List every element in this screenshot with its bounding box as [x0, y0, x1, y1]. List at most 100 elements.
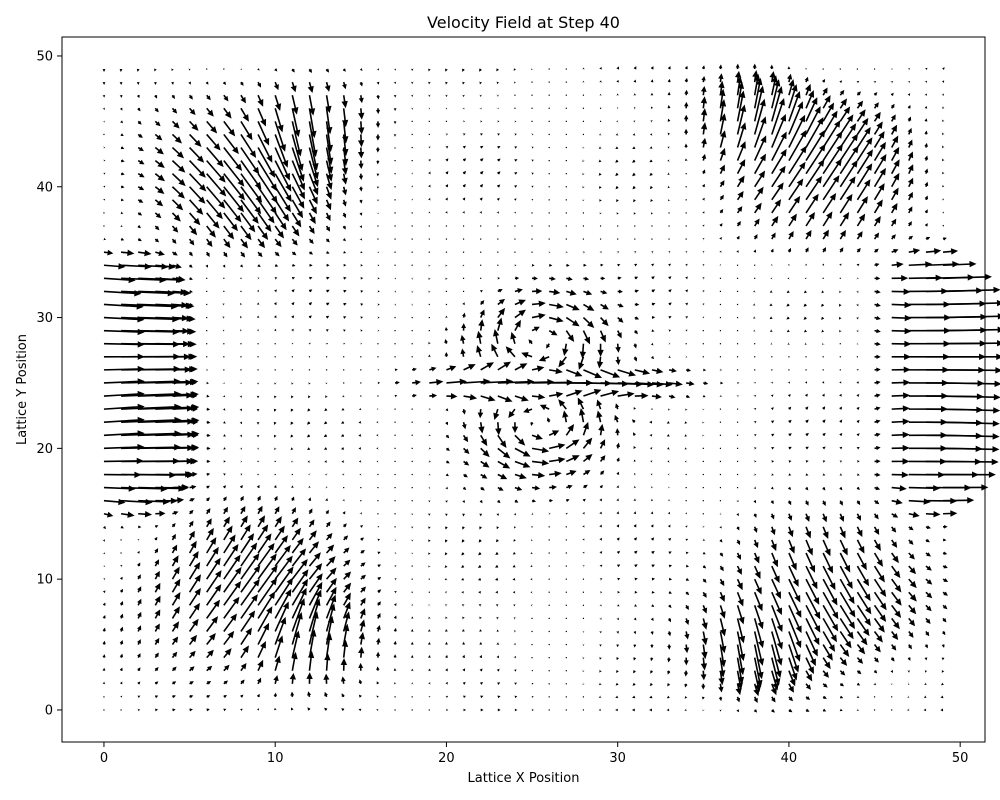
vector-arrow: [943, 433, 1000, 440]
vector-arrow: [223, 107, 232, 119]
vector-arrow: [890, 68, 893, 71]
vector-arrow: [171, 107, 178, 114]
vector-arrow: [171, 94, 175, 100]
vector-arrow: [223, 534, 236, 554]
vector-arrow: [839, 393, 842, 397]
vector-arrow: [649, 146, 653, 149]
vector-arrow: [788, 657, 798, 681]
vector-arrow: [769, 303, 773, 307]
vector-arrow: [325, 498, 328, 502]
vector-arrow: [700, 670, 707, 681]
vector-arrow: [462, 641, 465, 645]
vector-arrow: [736, 90, 746, 122]
vector-arrow: [445, 421, 449, 426]
vector-arrow: [822, 526, 829, 540]
vector-arrow: [257, 264, 261, 268]
vector-arrow: [943, 313, 1000, 320]
vector-arrow: [771, 420, 775, 424]
vector-arrow: [343, 250, 347, 254]
vector-arrow: [360, 277, 364, 280]
vector-arrow: [582, 316, 595, 328]
vector-arrow: [925, 538, 930, 543]
vector-arrow: [924, 209, 928, 214]
vector-arrow: [684, 434, 688, 437]
vector-arrow: [290, 421, 294, 425]
vector-arrow: [461, 539, 465, 543]
vector-arrow: [788, 195, 801, 214]
vector-arrow: [410, 172, 413, 175]
vector-arrow: [393, 121, 397, 125]
vector-arrow: [239, 395, 242, 398]
vector-arrow: [907, 670, 911, 673]
vector-arrow: [651, 550, 655, 554]
vector-arrow: [340, 434, 345, 437]
vector-arrow: [599, 484, 603, 489]
vector-arrow: [651, 211, 654, 215]
vector-arrow: [393, 590, 397, 594]
vector-arrow: [566, 484, 573, 490]
vector-arrow: [531, 365, 545, 372]
vector-arrow: [787, 66, 791, 70]
vector-arrow: [702, 276, 705, 280]
vector-arrow: [223, 120, 236, 137]
vector-arrow: [393, 134, 397, 137]
vector-arrow: [291, 108, 301, 138]
vector-arrow: [508, 408, 516, 418]
vector-arrow: [206, 518, 212, 528]
vector-arrow: [479, 81, 483, 85]
vector-arrow: [273, 328, 277, 332]
vector-arrow: [702, 224, 705, 228]
vector-arrow: [839, 419, 843, 423]
vector-arrow: [634, 392, 649, 400]
vector-arrow: [562, 343, 569, 357]
vector-arrow: [804, 513, 810, 522]
vector-arrow: [873, 552, 883, 567]
vector-arrow: [206, 485, 210, 489]
vector-arrow: [154, 186, 165, 194]
vector-arrow: [393, 627, 397, 632]
vector-arrow: [669, 577, 673, 581]
vector-arrow: [256, 67, 260, 71]
vector-arrow: [531, 172, 534, 175]
vector-arrow: [172, 708, 176, 712]
vector-arrow: [890, 202, 898, 214]
vector-arrow: [274, 225, 285, 239]
vector-arrow: [446, 460, 450, 464]
vector-arrow: [891, 578, 902, 593]
vector-arrow: [223, 648, 232, 659]
vector-arrow: [839, 160, 858, 188]
vector-arrow: [873, 111, 881, 122]
vector-arrow: [530, 198, 534, 202]
vector-arrow: [359, 186, 363, 192]
vector-arrow: [514, 629, 517, 633]
vector-arrow: [393, 615, 397, 619]
vector-arrow: [942, 631, 946, 636]
vector-arrow: [600, 303, 609, 310]
vector-arrow: [137, 653, 141, 659]
vector-arrow: [308, 473, 311, 476]
vector-arrow: [257, 81, 262, 88]
vector-arrow: [633, 498, 637, 502]
vector-arrow: [171, 636, 179, 646]
vector-arrow: [702, 591, 707, 598]
vector-arrow: [685, 408, 688, 411]
vector-arrow: [377, 564, 382, 568]
vector-arrow: [736, 631, 746, 662]
vector-arrow: [685, 329, 688, 332]
vector-arrow: [256, 409, 260, 412]
vector-arrow: [428, 604, 431, 607]
vector-arrow: [531, 499, 537, 503]
vector-arrow: [291, 342, 294, 346]
vector-arrow: [941, 93, 945, 96]
vector-arrow: [239, 434, 242, 438]
vector-arrow: [599, 617, 602, 620]
vector-arrow: [137, 146, 144, 152]
vector-arrow: [822, 229, 829, 240]
vector-arrow: [240, 147, 260, 175]
vector-arrow: [736, 539, 741, 546]
vector-arrow: [873, 141, 886, 162]
vector-arrow: [548, 512, 551, 515]
vector-arrow: [632, 146, 636, 149]
vector-arrow: [736, 206, 743, 214]
vector-arrow: [839, 263, 842, 267]
